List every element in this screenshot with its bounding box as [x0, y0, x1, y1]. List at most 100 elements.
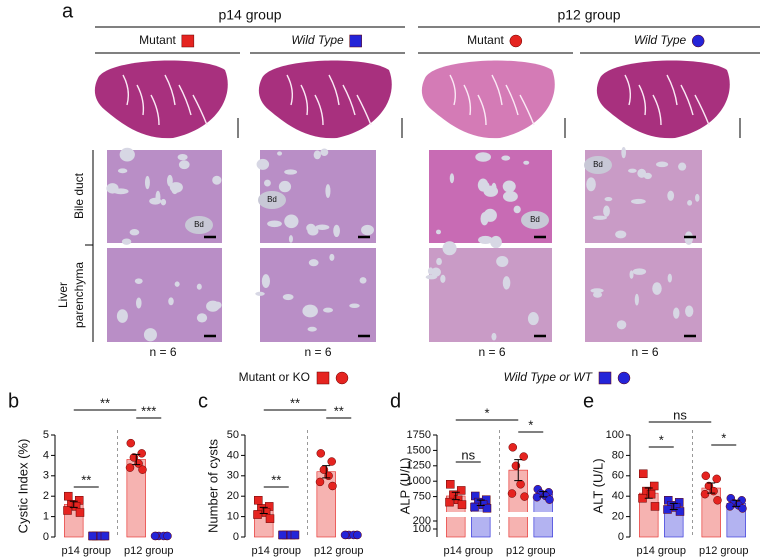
significance: *: [528, 417, 533, 432]
lumen: [483, 185, 499, 197]
lumen: [695, 193, 700, 202]
lumen: [478, 235, 493, 245]
column-title: Mutant: [467, 33, 504, 47]
lumen: [149, 197, 162, 205]
error-bar: [322, 465, 331, 479]
y-tick-label: 50: [227, 429, 239, 441]
lumen: [475, 152, 491, 162]
significance: **: [290, 395, 300, 410]
marker: [125, 463, 135, 472]
marker: [340, 530, 350, 540]
vessel: [178, 84, 192, 116]
y-tick-label: 1250: [407, 460, 431, 472]
lumen: [496, 255, 509, 268]
lumen: [284, 169, 298, 175]
y-tick-label: 1750: [407, 429, 431, 441]
lumen: [256, 158, 270, 170]
error-bar: [451, 491, 460, 501]
marker: [701, 471, 711, 481]
lumen: [166, 174, 173, 187]
vessel: [356, 94, 372, 126]
y-tick-label: 100: [606, 429, 624, 441]
lumen: [282, 293, 294, 301]
lumen: [307, 326, 317, 332]
marker: [64, 491, 73, 501]
vessel: [164, 74, 176, 106]
x-tick-label: p14 group: [251, 545, 301, 557]
lumen: [593, 291, 603, 298]
y-tick-label: 0: [233, 531, 239, 543]
lumen: [615, 230, 627, 239]
lumen: [121, 238, 132, 245]
panel-label: e: [583, 390, 594, 412]
marker: [691, 34, 705, 48]
lumen: [630, 198, 646, 204]
lumen: [119, 147, 135, 162]
group-title: p14 group: [218, 7, 281, 23]
lumen: [329, 253, 335, 261]
legend-label: Wild Type or WT: [504, 370, 594, 384]
marker: [456, 486, 466, 495]
lumen: [483, 208, 497, 222]
marker: [507, 489, 517, 498]
panel-label: b: [8, 390, 19, 412]
error-bar: [644, 487, 653, 499]
marker: [545, 495, 554, 504]
vessel: [463, 84, 472, 116]
lumen: [144, 175, 150, 190]
lumen: [513, 205, 521, 214]
lumen: [106, 183, 119, 194]
vessel: [491, 74, 503, 106]
marker: [316, 371, 330, 385]
marker: [88, 531, 97, 541]
lumen: [527, 312, 539, 326]
vessel: [505, 84, 519, 116]
vessel: [519, 94, 535, 126]
column-title: Wild Type: [291, 33, 344, 47]
image-label: Bd: [194, 220, 204, 229]
marker: [509, 34, 523, 48]
lumen: [632, 268, 647, 275]
y-tick-label: 30: [227, 470, 239, 482]
y-axis-title: ALT (U/L): [590, 458, 605, 513]
liver-section: [258, 60, 392, 139]
group-title: p12 group: [557, 7, 620, 23]
marker: [254, 496, 263, 505]
lumen: [502, 276, 511, 290]
y-tick-label: 2: [43, 490, 49, 502]
lumen: [196, 283, 202, 290]
y-tick-label: 4: [43, 449, 49, 461]
lumen: [603, 205, 610, 217]
x-tick-label: p14 group: [636, 545, 686, 557]
marker: [516, 480, 525, 489]
marker: [519, 452, 528, 461]
lumen: [628, 168, 637, 173]
lumen: [323, 307, 333, 313]
lumen: [129, 229, 140, 236]
sample-size: n = 6: [631, 345, 658, 359]
vessel: [342, 84, 356, 116]
y-tick-label: 1000: [407, 475, 431, 487]
y-tick-label: 80: [612, 449, 624, 461]
lumen: [169, 182, 183, 193]
marker: [315, 477, 325, 487]
lumen: [143, 328, 157, 342]
lumen: [325, 184, 331, 198]
row-label: Liver: [56, 282, 70, 308]
marker: [150, 531, 160, 541]
lumen: [449, 173, 455, 184]
lumen: [267, 220, 282, 228]
bile-duct: [521, 211, 549, 229]
marker: [700, 489, 710, 499]
lumen: [178, 160, 190, 170]
lumen: [643, 172, 652, 180]
lumen: [315, 224, 330, 230]
marker: [617, 371, 631, 385]
y-tick-label: 60: [612, 470, 624, 482]
marker: [639, 469, 648, 479]
lumen: [349, 303, 360, 309]
column-title: Mutant: [139, 33, 176, 47]
lumen: [135, 297, 142, 309]
lumen: [284, 214, 299, 229]
